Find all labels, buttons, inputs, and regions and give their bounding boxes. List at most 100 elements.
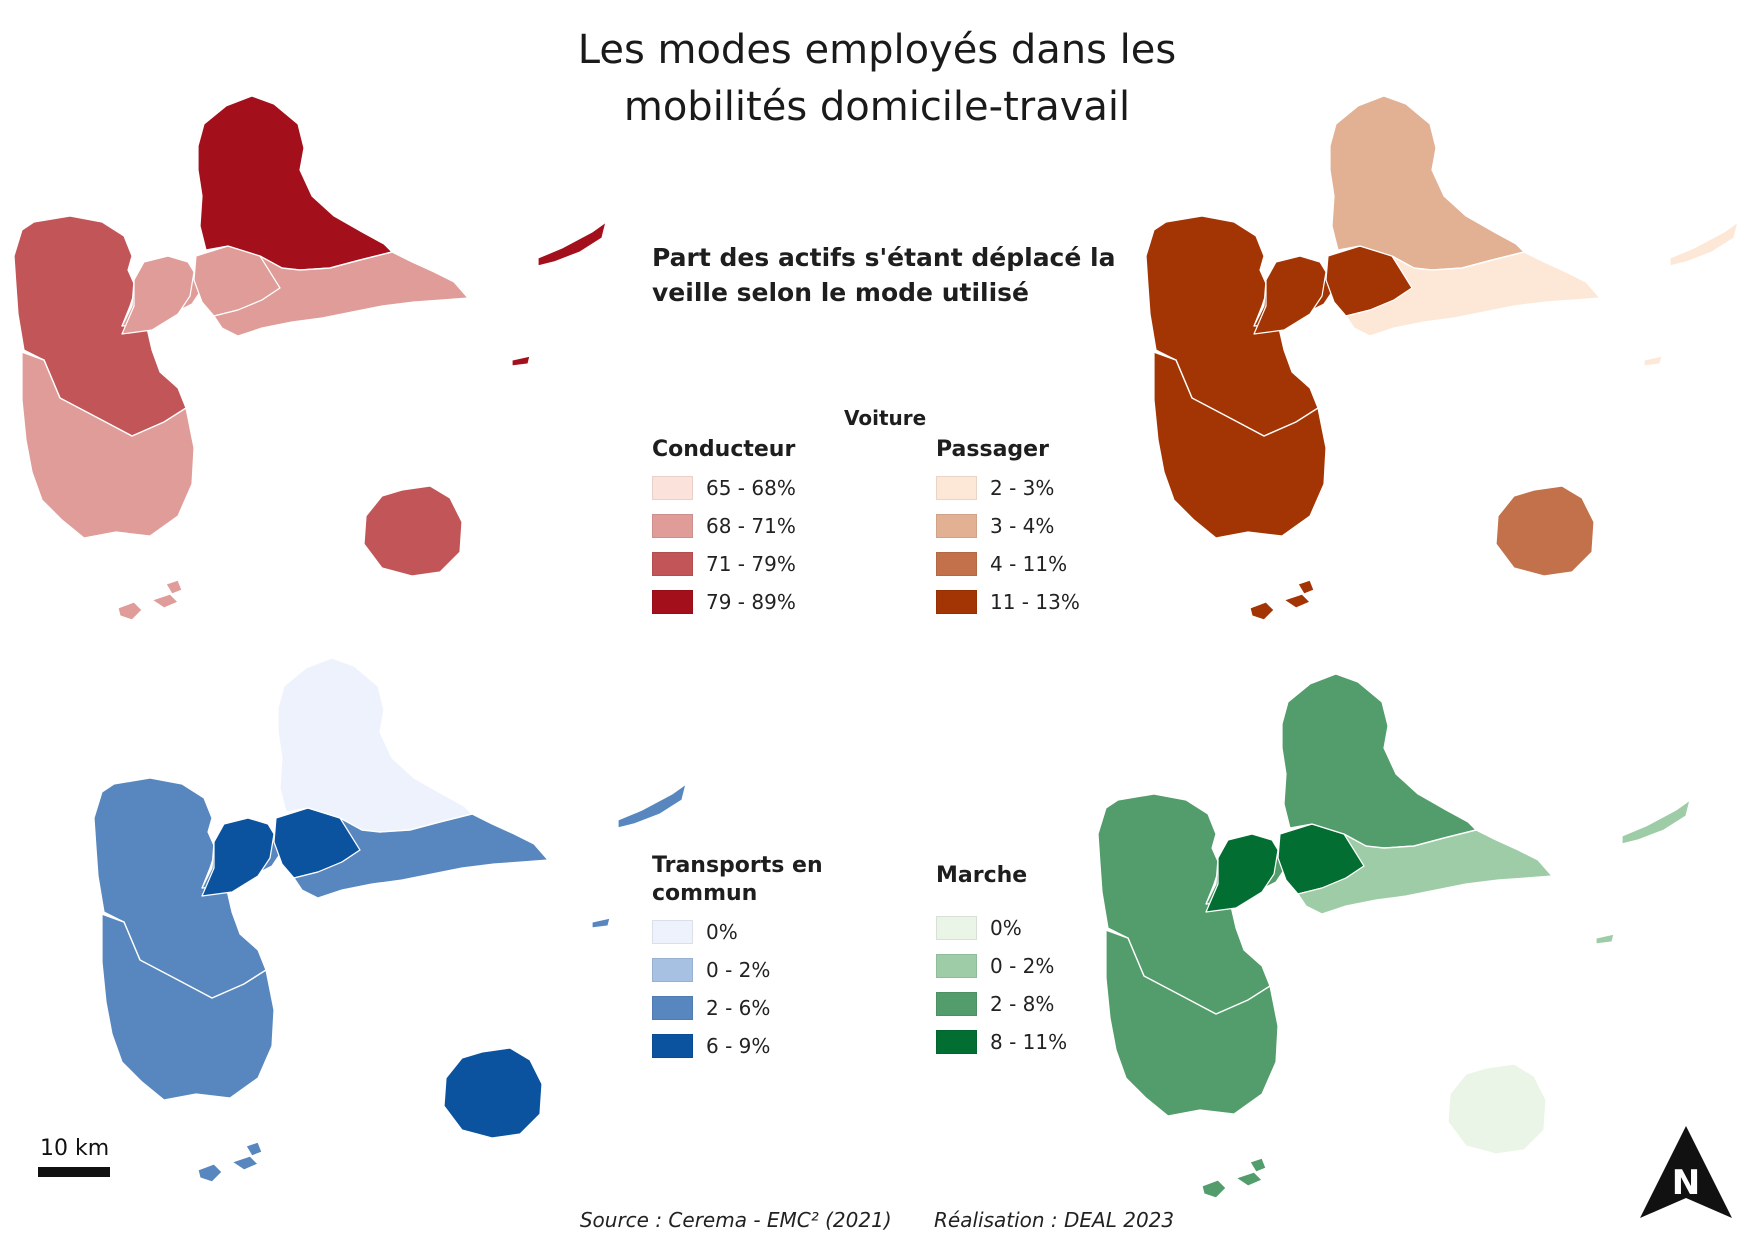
legend-swatch xyxy=(936,552,977,576)
region-westNorth xyxy=(1145,215,1319,437)
region-petiteTerre xyxy=(1643,355,1663,367)
legend-swatch xyxy=(652,958,693,982)
scale-line xyxy=(38,1167,110,1177)
legend-swatch xyxy=(652,1034,693,1058)
legend-label: 2 - 3% xyxy=(990,476,1055,500)
region-saintes xyxy=(1201,1157,1267,1199)
region-marieGalante xyxy=(443,1047,543,1139)
legend-group-voiture: Voiture xyxy=(844,406,927,430)
legend-label: 0 - 2% xyxy=(990,954,1055,978)
legend-title: Transports en commun xyxy=(652,853,823,906)
legend-swatch xyxy=(936,916,977,940)
commune-boundary xyxy=(1153,351,1319,437)
commune-boundary xyxy=(339,813,473,833)
region-marieGalante xyxy=(1495,485,1595,577)
legend-label: 3 - 4% xyxy=(990,514,1055,538)
commune-boundary xyxy=(1391,251,1525,271)
title-line-2: mobilités domicile-travail xyxy=(623,84,1131,130)
legend-swatch xyxy=(936,992,977,1016)
legend-label: 0% xyxy=(706,920,738,944)
region-isthmusW xyxy=(121,255,195,335)
legend-swatch xyxy=(652,514,693,538)
region-isthmusW xyxy=(1253,255,1327,335)
legend-label: 79 - 89% xyxy=(706,590,796,614)
region-desirade xyxy=(537,221,607,267)
map-marche xyxy=(1097,673,1691,1199)
legend-item: 2 - 6% xyxy=(652,994,852,1022)
legend-swatch xyxy=(936,476,977,500)
legend-item: 0% xyxy=(936,914,1067,942)
region-westNorth xyxy=(13,215,187,437)
region-north xyxy=(1281,673,1477,849)
legend-item: 2 - 8% xyxy=(936,990,1067,1018)
region-petiteTerre xyxy=(511,355,531,367)
region-petiteTerre xyxy=(1595,933,1615,945)
commune-boundary xyxy=(1343,829,1477,849)
legend-item: 0 - 2% xyxy=(652,956,852,984)
legend-label: 71 - 79% xyxy=(706,552,796,576)
legend-item: 2 - 3% xyxy=(936,474,1080,502)
legend-item: 71 - 79% xyxy=(652,550,796,578)
map-passager xyxy=(1145,95,1739,621)
region-north xyxy=(1329,95,1525,271)
legend-item: 11 - 13% xyxy=(936,588,1080,616)
region-westNorth xyxy=(1097,793,1271,1015)
legend-swatch xyxy=(936,954,977,978)
scale-bar: 10 km xyxy=(38,1136,110,1177)
legend-label: 68 - 71% xyxy=(706,514,796,538)
legend-label: 11 - 13% xyxy=(990,590,1080,614)
map-title: Les modes employés dans les mobilités do… xyxy=(0,22,1754,136)
legend-item: 65 - 68% xyxy=(652,474,796,502)
legend-transports: Transports en commun 0% 0 - 2% 2 - 6% 6 - 9… xyxy=(652,852,852,1070)
region-desirade xyxy=(617,783,687,829)
map-conducteur xyxy=(13,95,607,621)
region-petiteTerre xyxy=(591,917,611,929)
legend-item: 3 - 4% xyxy=(936,512,1080,540)
legend-passager: Passager 2 - 3% 3 - 4% 4 - 11% 11 - 13% xyxy=(936,436,1080,626)
legend-label: 0% xyxy=(990,916,1022,940)
legend-conducteur: Conducteur 65 - 68% 68 - 71% 71 - 79% 79 - … xyxy=(652,436,796,626)
title-line-1: Les modes employés dans les xyxy=(577,27,1177,73)
legend-swatch xyxy=(652,996,693,1020)
legend-label: 65 - 68% xyxy=(706,476,796,500)
region-isthmusW xyxy=(201,817,275,897)
legend-label: 2 - 6% xyxy=(706,996,771,1020)
legend-swatch xyxy=(652,552,693,576)
legend-swatch xyxy=(936,1030,977,1054)
legend-heading: Part des actifs s'étant déplacé la veill… xyxy=(652,243,1116,307)
legend-marche: Marche 0% 0 - 2% 2 - 8% 8 - 11% xyxy=(936,862,1067,1066)
region-desirade xyxy=(1621,799,1691,845)
region-saintes xyxy=(197,1141,263,1183)
legend-swatch xyxy=(652,590,693,614)
legend-item: 0% xyxy=(652,918,852,946)
commune-boundary xyxy=(259,251,393,271)
north-letter: N xyxy=(1672,1163,1700,1203)
credit-note: Réalisation : DEAL 2023 xyxy=(934,1208,1175,1232)
scale-label: 10 km xyxy=(40,1136,110,1161)
legend-label: 4 - 11% xyxy=(990,552,1068,576)
region-north xyxy=(197,95,393,271)
region-saintes xyxy=(1249,579,1315,621)
legend-item: 68 - 71% xyxy=(652,512,796,540)
footer: Source : Cerema - EMC² (2021) Réalisatio… xyxy=(0,1208,1754,1232)
commune-boundary xyxy=(1105,929,1271,1015)
legend-title: Conducteur xyxy=(652,437,796,462)
region-marieGalante xyxy=(1447,1063,1547,1155)
region-marieGalante xyxy=(363,485,463,577)
commune-boundary xyxy=(101,913,267,999)
legend-swatch xyxy=(936,514,977,538)
legend-item: 4 - 11% xyxy=(936,550,1080,578)
legend-label: 0 - 2% xyxy=(706,958,771,982)
commune-boundary xyxy=(21,351,187,437)
region-desirade xyxy=(1669,221,1739,267)
legend-item: 0 - 2% xyxy=(936,952,1067,980)
legend-swatch xyxy=(652,920,693,944)
source-note: Source : Cerema - EMC² (2021) xyxy=(579,1208,892,1232)
legend-swatch xyxy=(652,476,693,500)
map-transports xyxy=(93,657,687,1183)
legend-label: 6 - 9% xyxy=(706,1034,771,1058)
legend-title: Passager xyxy=(936,437,1049,462)
legend-item: 6 - 9% xyxy=(652,1032,852,1060)
region-saintes xyxy=(117,579,183,621)
